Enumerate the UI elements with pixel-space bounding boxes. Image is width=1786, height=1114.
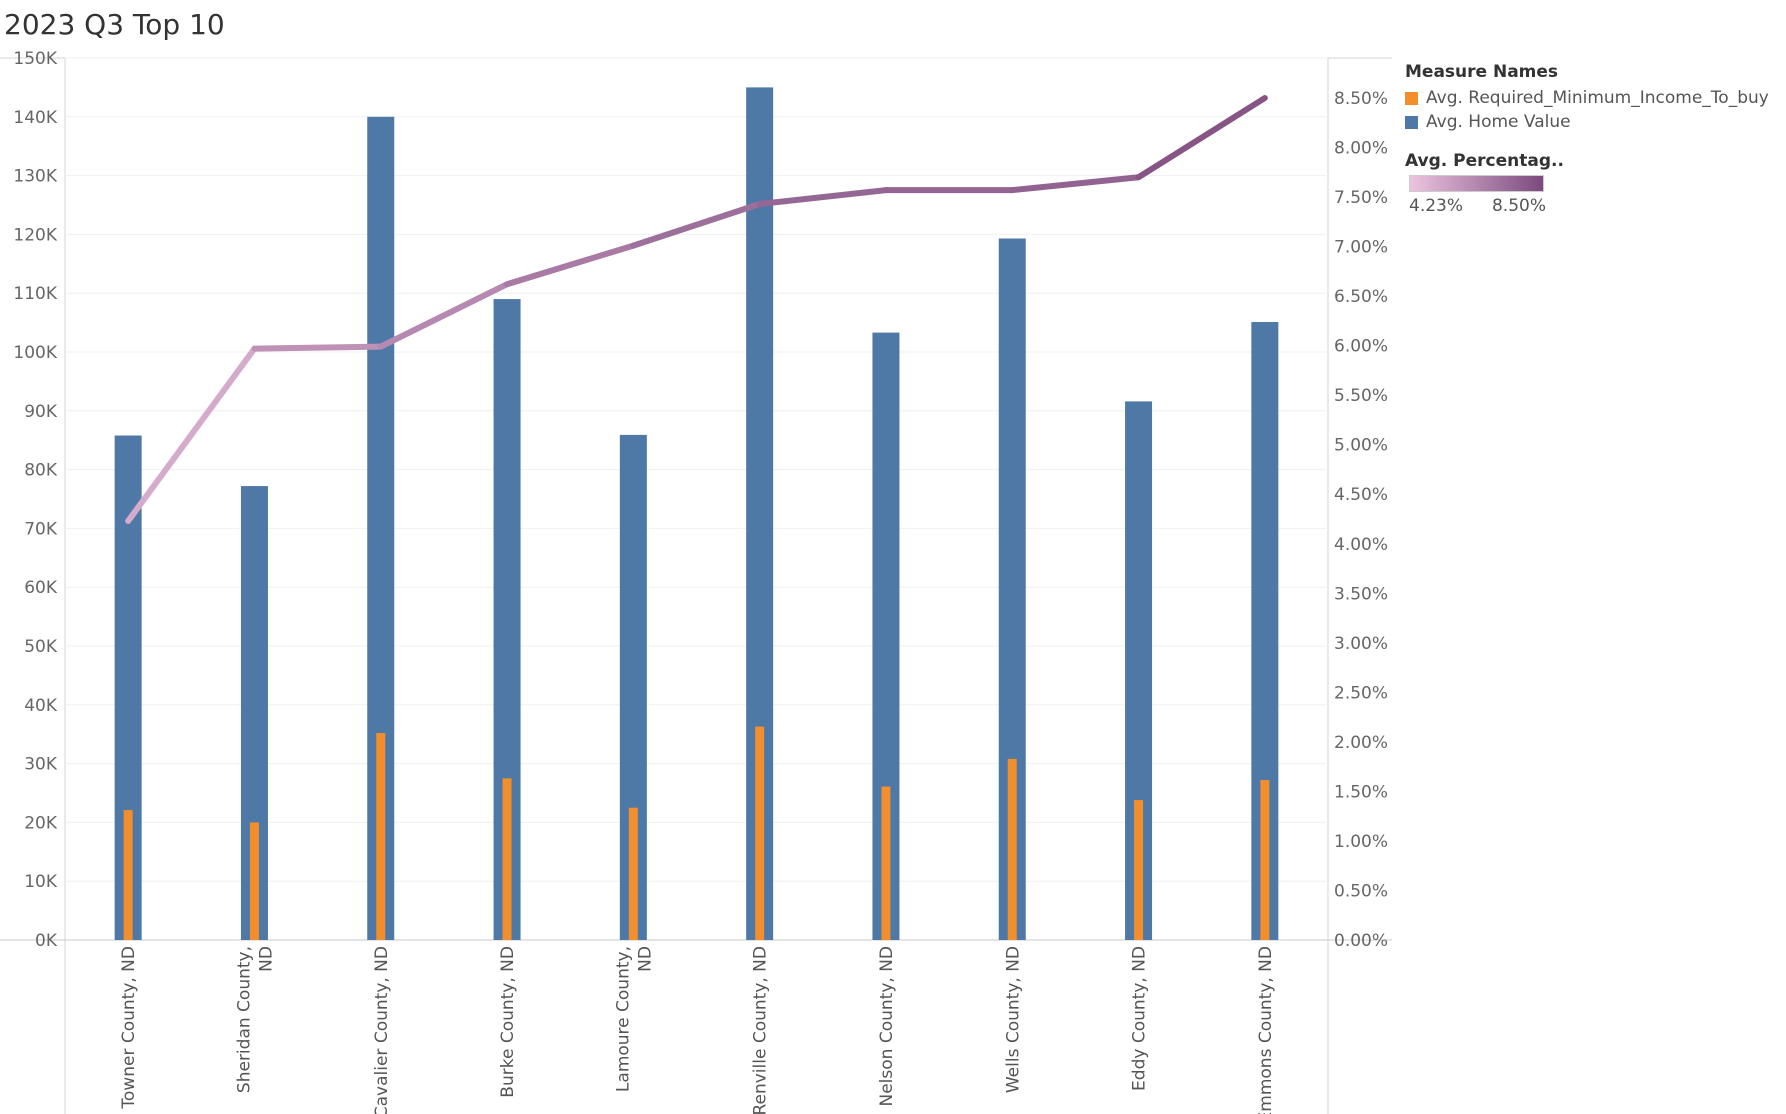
color-legend: Avg. Percentag.. 4.23% 8.50% [1405, 151, 1564, 216]
x-category-label-line: Renville County, ND [751, 946, 771, 1114]
x-category-label: Towner County, ND [119, 946, 139, 1110]
bar-required-income [123, 810, 133, 940]
y-right-tick-label: 4.00% [1334, 535, 1388, 555]
y-right-tick-label: 2.50% [1334, 683, 1388, 703]
y-right-tick-label: 8.00% [1334, 139, 1388, 159]
color-legend-title: Avg. Percentag.. [1405, 151, 1564, 171]
bar-required-income [628, 807, 638, 940]
legend-item-income[interactable]: Avg. Required_Minimum_Income_To_buy [1405, 86, 1769, 110]
y-right-tick-label: 8.50% [1334, 89, 1388, 109]
x-category-label: Lamoure County, ND [613, 946, 655, 1092]
x-category-label: Emmons County, ND [1256, 946, 1276, 1114]
chart-title: 2023 Q3 Top 10 [4, 8, 225, 41]
y-left-tick-label: 150K [13, 49, 57, 69]
bar-required-income [881, 786, 891, 940]
y-left-tick-label: 100K [13, 343, 57, 363]
legend-item-home-value[interactable]: Avg. Home Value [1405, 110, 1769, 134]
color-gradient-bar [1409, 175, 1544, 192]
y-left-tick-label: 20K [24, 813, 58, 833]
percentage-line-segment [377, 281, 511, 350]
bar-required-income [1260, 780, 1270, 940]
x-category-label: Wells County, ND [1003, 946, 1023, 1093]
y-left-tick-label: 120K [13, 225, 57, 245]
bar-required-income [249, 822, 259, 940]
percentage-line-segment [1135, 95, 1268, 181]
x-category-label-line: Wells County, ND [1003, 946, 1023, 1093]
y-right-tick-label: 1.50% [1334, 782, 1388, 802]
x-category-label-line: Cavalier County, ND [372, 946, 392, 1114]
measure-names-legend: Measure Names Avg. Required_Minimum_Inco… [1405, 62, 1769, 134]
y-right-tick-label: 0.00% [1334, 931, 1388, 951]
percentage-line-segment [125, 345, 258, 524]
percentage-line-segment [630, 200, 763, 249]
x-category-label: Nelson County, ND [877, 946, 897, 1107]
x-category-label-line: Sheridan County, [234, 946, 254, 1093]
y-right-tick-label: 6.50% [1334, 287, 1388, 307]
x-category-label: Sheridan County, ND [234, 946, 276, 1093]
legend-swatch-blue [1405, 115, 1418, 129]
legend-swatch-orange [1405, 91, 1418, 105]
x-category-label: Burke County, ND [498, 946, 518, 1098]
y-left-tick-label: 40K [24, 696, 58, 716]
bar-required-income [376, 733, 386, 940]
percentage-line-segment [1009, 174, 1142, 194]
bar-required-income [755, 726, 765, 940]
y-left-tick-label: 80K [24, 461, 58, 481]
y-left-tick-label: 70K [24, 519, 58, 539]
y-left-tick-label: 110K [13, 284, 57, 304]
y-left-tick-label: 50K [24, 637, 58, 657]
y-right-tick-label: 3.50% [1334, 584, 1388, 604]
legend-title: Measure Names [1405, 62, 1559, 82]
y-left-tick-label: 90K [24, 402, 58, 422]
y-left-tick-label: 0K [35, 931, 58, 951]
y-left-tick-label: 30K [24, 755, 58, 775]
y-right-tick-label: 5.00% [1334, 436, 1388, 456]
y-left-tick-label: 130K [13, 167, 57, 187]
x-category-label: Eddy County, ND [1130, 946, 1150, 1091]
legend-item-label: Avg. Required_Minimum_Income_To_buy [1426, 88, 1769, 108]
y-left-tick-label: 10K [24, 872, 58, 892]
x-category-label: Cavalier County, ND [372, 946, 392, 1114]
x-category-label: Renville County, ND [751, 946, 771, 1114]
legend-item-label: Avg. Home Value [1426, 112, 1571, 132]
y-right-tick-label: 2.00% [1334, 733, 1388, 753]
x-category-label-line: Towner County, ND [119, 946, 139, 1110]
x-category-label-line: Emmons County, ND [1256, 946, 1276, 1114]
y-right-tick-label: 7.50% [1334, 188, 1388, 208]
y-right-tick-label: 5.50% [1334, 386, 1388, 406]
y-left-tick-label: 140K [13, 108, 57, 128]
bar-required-income [1134, 800, 1144, 940]
y-right-tick-label: 6.00% [1334, 337, 1388, 357]
percentage-line-segment [504, 242, 637, 288]
percentage-line-segment [756, 187, 889, 207]
x-category-label-line: ND [256, 946, 276, 972]
color-legend-max: 8.50% [1491, 196, 1546, 216]
y-right-tick-label: 7.00% [1334, 238, 1388, 258]
color-legend-min: 4.23% [1409, 196, 1464, 216]
combo-chart: 0K 10K 20K 30K 40K 50K 60K 70K 80K 90K 100K 110K 120… [0, 49, 1392, 1114]
y-left-tick-label: 60K [24, 578, 58, 598]
x-category-label-line: Eddy County, ND [1130, 946, 1150, 1091]
percentage-line-segment [251, 343, 384, 352]
y-right-tick-label: 3.00% [1334, 634, 1388, 654]
bar-required-income [1007, 758, 1017, 940]
x-category-label-line: Burke County, ND [498, 946, 518, 1098]
x-category-label-line: Lamoure County, [613, 946, 633, 1092]
y-right-tick-label: 4.50% [1334, 485, 1388, 505]
x-category-label-line: ND [635, 946, 655, 972]
y-right-tick-label: 0.50% [1334, 881, 1388, 901]
bar-required-income [502, 778, 512, 940]
y-right-tick-label: 1.00% [1334, 832, 1388, 852]
x-category-label-line: Nelson County, ND [877, 946, 897, 1107]
